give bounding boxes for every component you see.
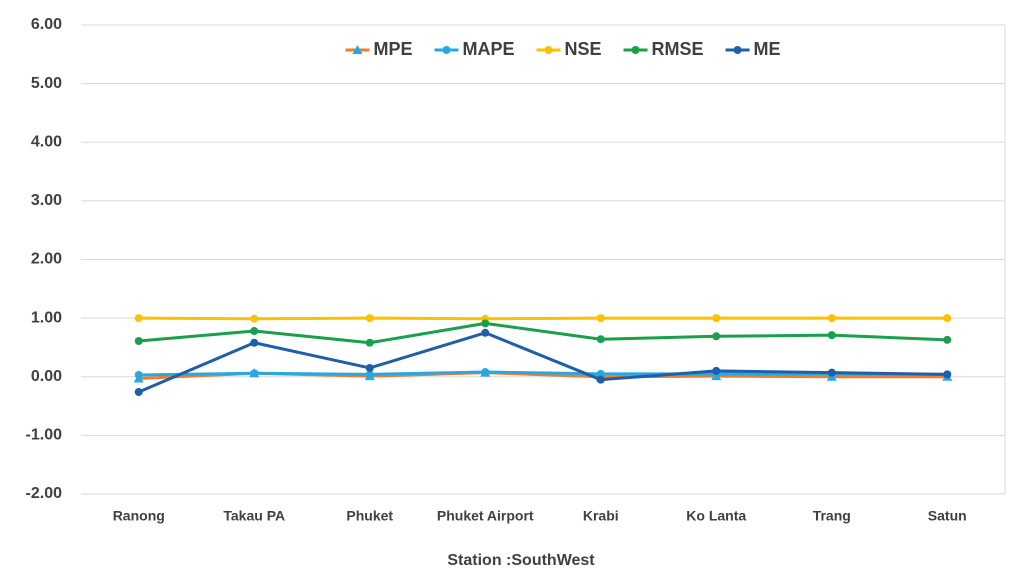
y-tick-label: 6.00 [31,16,62,33]
data-point [250,369,259,378]
legend-label: ME [754,39,781,59]
data-point [442,46,451,54]
x-tick-label: Phuket [346,508,393,524]
x-tick-label: Satun [928,508,967,524]
legend-label: MAPE [462,39,514,59]
series-line [138,321,948,345]
data-point [250,327,259,336]
y-tick-label: 3.00 [31,192,62,209]
data-point [596,375,605,384]
data-point [733,46,742,54]
x-tick-label: Trang [813,508,851,524]
x-tick-label: Phuket Airport [437,508,534,524]
data-point [712,366,721,375]
y-tick-label: 1.00 [31,309,62,326]
data-point [134,370,143,379]
data-point [827,314,836,323]
data-point [250,338,259,347]
x-axis-title: Station :SouthWest [447,552,595,569]
data-point [596,335,605,344]
series-line [138,331,948,394]
data-point [544,46,553,54]
series [134,328,952,396]
data-point [827,331,836,340]
y-tick-label: -1.00 [26,427,63,444]
data-point [134,387,143,396]
data-point [943,335,952,344]
x-tick-label: Ranong [113,508,165,524]
data-point [943,314,952,323]
series [134,314,952,323]
data-point [827,368,836,377]
data-point [596,369,605,378]
data-point [943,370,952,379]
data-point [134,314,143,323]
legend: MPE MAPE NSE RMSE ME [345,39,781,59]
series [134,319,952,347]
data-point [352,45,363,54]
series-line [138,316,948,321]
y-tick-label: -2.00 [26,485,63,502]
data-point [365,338,374,347]
data-point [631,46,640,54]
y-tick-label: 0.00 [31,368,62,385]
legend-label: RMSE [652,39,704,59]
x-tick-label: Krabi [583,508,619,524]
y-tick-label: 5.00 [31,75,62,92]
data-point [134,336,143,345]
data-point [481,328,490,337]
data-point [712,314,721,323]
x-tick-label: Takau PA [223,508,285,524]
data-point [365,363,374,372]
x-tick-label: Ko Lanta [686,508,746,524]
legend-label: NSE [565,39,602,59]
y-tick-label: 4.00 [31,133,62,150]
data-point [481,319,490,328]
data-point [481,368,490,377]
data-point [712,332,721,341]
data-point [596,314,605,323]
y-tick-label: 2.00 [31,251,62,268]
data-point [250,314,259,323]
legend-label: MPE [373,39,412,59]
data-point [365,314,374,323]
data-point [365,370,374,379]
